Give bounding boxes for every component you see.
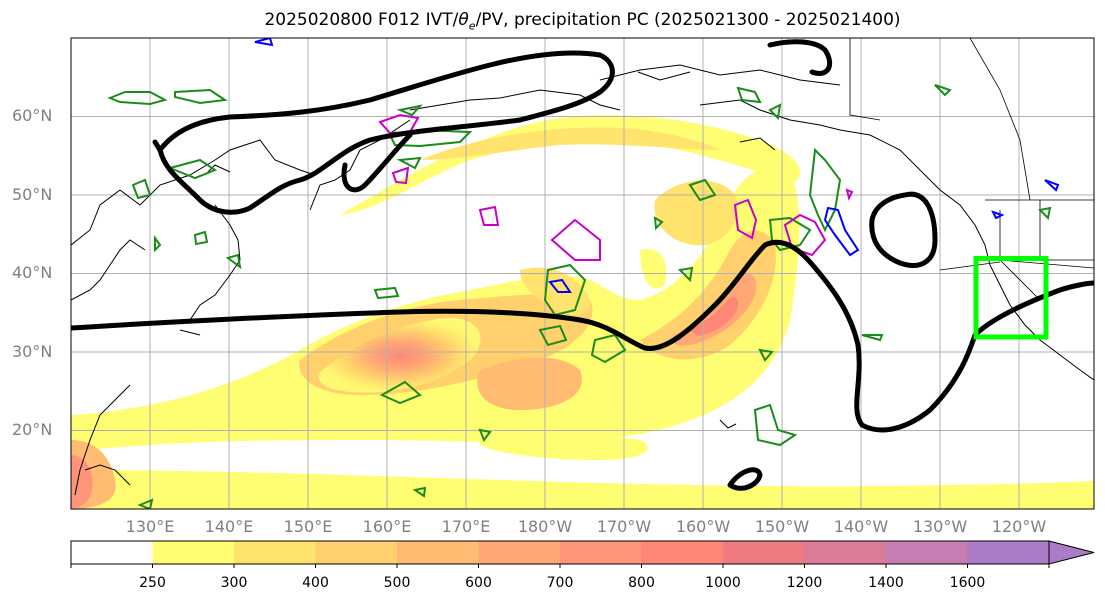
colorbar-label-700: 700	[546, 575, 574, 591]
colorbar-segment	[886, 541, 968, 564]
lon-label-150w: 150°W	[754, 517, 810, 536]
colorbar-segment	[152, 541, 235, 564]
map-title: 2025020800 F012 IVT/θe/PV, precipitation…	[264, 10, 901, 33]
colorbar-ticks	[70, 564, 1050, 568]
lon-label-170w: 170°W	[596, 517, 652, 536]
colorbar-label-1400: 1400	[868, 575, 904, 591]
colorbar-segment	[723, 541, 805, 564]
lon-label-160e: 160°E	[362, 517, 412, 536]
lon-label-140w: 140°W	[833, 517, 889, 536]
colorbar-segment	[641, 541, 724, 564]
map-layers	[71, 38, 1094, 509]
lat-label-50n: 50°N	[12, 185, 53, 204]
colorbar-label-800: 800	[628, 575, 655, 591]
lon-label-180w: 180°W	[517, 517, 573, 536]
colorbar-segment	[397, 541, 479, 564]
colorbar-label-250: 250	[139, 575, 166, 591]
pv-contours-blue	[254, 38, 1060, 293]
lat-label-30n: 30°N	[12, 342, 53, 361]
colorbar-segment	[967, 541, 1050, 564]
colorbar-label-1600: 1600	[949, 575, 986, 591]
colorbar-label-1200: 1200	[786, 575, 823, 591]
lon-label-160w: 160°W	[675, 517, 731, 536]
lat-label-60n: 60°N	[12, 106, 53, 125]
colorbar-label-1000: 1000	[705, 575, 741, 591]
lon-label-120w: 120°W	[991, 517, 1047, 536]
lon-label-150e: 150°E	[283, 517, 333, 536]
colorbar-label-300: 300	[220, 575, 248, 591]
lat-label-20n: 20°N	[12, 420, 53, 439]
highlight-box	[973, 256, 1049, 340]
map-frame	[70, 37, 1095, 510]
ivt-shading	[71, 115, 1094, 509]
colorbar	[70, 540, 1095, 565]
colorbar-segment	[478, 541, 561, 564]
colorbar-segment	[234, 541, 316, 564]
theta-e-contours	[107, 84, 1052, 509]
lon-label-170e: 170°E	[441, 517, 491, 536]
gridlines	[71, 38, 1094, 509]
colorbar-segment	[71, 541, 153, 564]
colorbar-segment	[560, 541, 642, 564]
lon-label-140e: 140°E	[204, 517, 254, 536]
colorbar-extend-arrow	[1048, 540, 1095, 565]
lon-label-130e: 130°E	[125, 517, 175, 536]
colorbar-segment	[804, 541, 887, 564]
colorbar-label-400: 400	[302, 575, 329, 591]
colorbar-segment	[315, 541, 398, 564]
lat-label-40n: 40°N	[12, 263, 53, 282]
colorbar-label-600: 600	[465, 575, 492, 591]
lon-label-130w: 130°W	[912, 517, 968, 536]
tropopause-contour	[71, 39, 1094, 491]
colorbar-label-500: 500	[383, 575, 411, 591]
